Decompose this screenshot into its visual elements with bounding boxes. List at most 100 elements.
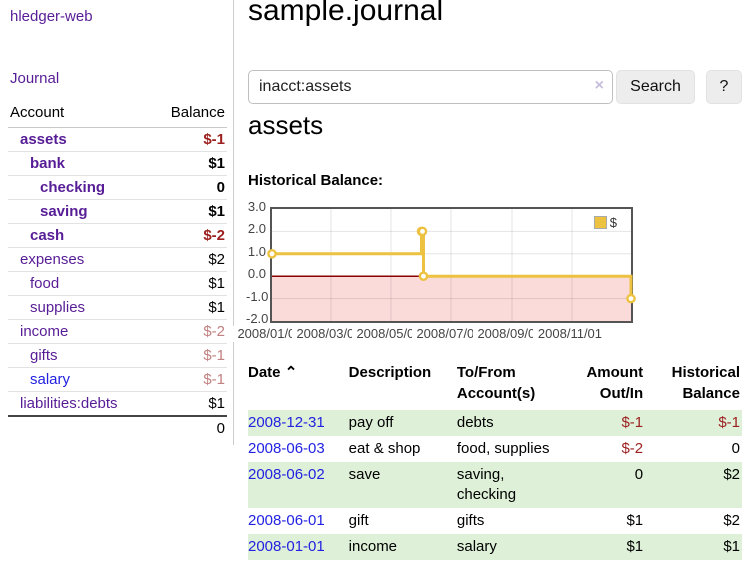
brand-link[interactable]: hledger-web — [10, 8, 93, 25]
register-cell-balance: 0 — [731, 440, 740, 457]
search-button[interactable]: Search — [616, 70, 695, 104]
x-axis-tick-label: 2008/03/01 — [292, 326, 366, 342]
sort-asc-icon: ⌃ — [284, 364, 298, 381]
account-link-saving[interactable]: saving — [40, 203, 88, 220]
account-row: bank $1 — [8, 151, 227, 176]
account-balance: $-1 — [151, 343, 227, 368]
y-axis-tick-label: 2.0 — [247, 221, 266, 237]
register-header-date[interactable]: Date ⌃ — [248, 364, 298, 381]
historical-balance-chart[interactable]: $ 3.0 2.0 1.0 0.0 -1.0 -2.0 2008/01/01 2008/03/… — [233, 199, 742, 350]
account-balance: $-1 — [151, 367, 227, 392]
x-axis-tick-label: 2008/05/01 — [352, 326, 426, 342]
account-link-assets[interactable]: assets — [20, 131, 67, 148]
account-link-salary[interactable]: salary — [30, 371, 71, 388]
register-header-amount: Amount Out/In — [586, 364, 644, 402]
chart-legend: $ — [593, 215, 617, 230]
register-cell-date: 2008-06-01 — [248, 508, 349, 534]
transaction-date-link[interactable]: 2008-01-01 — [248, 538, 325, 555]
account-balance: $2 — [151, 247, 227, 272]
register-cell-date: 2008-01-01 — [248, 534, 349, 560]
register-cell-description: gift — [348, 512, 369, 529]
y-axis-tick-label: 0.0 — [247, 266, 266, 282]
account-heading: assets — [248, 110, 324, 140]
register-header-description: Description — [348, 364, 432, 381]
account-row: liabilities:debts $1 — [8, 391, 227, 416]
register-table: Date ⌃ Description To/From Account(s) Am… — [248, 360, 742, 560]
accounts-total-row: 0 — [8, 415, 227, 440]
account-row: expenses $2 — [8, 247, 227, 272]
chart-canvas — [267, 209, 636, 321]
account-row: cash $-2 — [8, 223, 227, 248]
register-cell-description: eat & shop — [348, 440, 421, 457]
register-cell-balance: $2 — [723, 466, 740, 483]
account-balance: $-1 — [203, 131, 225, 148]
register-cell-description: pay off — [348, 414, 394, 431]
transaction-date-link[interactable]: 2008-12-31 — [248, 414, 325, 431]
register-cell-balance: $2 — [723, 512, 740, 529]
register-row[interactable]: 2008-06-02 save saving, checking 0 $2 — [248, 462, 742, 508]
register-header-balance: Historical Balance — [671, 364, 740, 402]
register-cell-date: 2008-06-02 — [248, 462, 349, 508]
register-row[interactable]: 2008-01-01 income salary $1 $1 — [248, 534, 742, 560]
register-cell-amount: $-1 — [621, 414, 644, 431]
x-axis-tick-label: 2008/07/01 — [412, 326, 486, 342]
account-link-expenses[interactable]: expenses — [20, 251, 85, 268]
legend-label: $ — [609, 215, 617, 230]
register-row[interactable]: 2008-06-01 gift gifts $1 $2 — [248, 508, 742, 534]
register-cell-balance: $-1 — [718, 414, 740, 431]
x-axis-tick-label: 2008/09/01 — [472, 326, 547, 342]
register-cell-amount: 0 — [634, 466, 644, 483]
account-row: supplies $1 — [8, 295, 227, 320]
y-axis-tick-label: -1.0 — [246, 288, 269, 304]
search-form: × Search ? — [248, 70, 742, 104]
register-cell-amount: $1 — [626, 538, 644, 555]
account-balance: $-2 — [151, 319, 227, 344]
account-link-bank[interactable]: bank — [30, 155, 66, 172]
y-axis-tick-label: 1.0 — [247, 243, 266, 259]
search-input[interactable] — [248, 70, 613, 104]
account-link-income[interactable]: income — [20, 323, 69, 340]
account-row: assets $-1 — [8, 128, 227, 152]
register-header-accounts: To/From Account(s) — [456, 364, 536, 402]
account-link-liabilities-debts[interactable]: liabilities:debts — [20, 395, 118, 412]
register-cell-accounts: food, supplies — [456, 440, 550, 457]
help-button[interactable]: ? — [706, 70, 742, 104]
account-link-cash[interactable]: cash — [30, 227, 65, 244]
chart-plot-area[interactable]: $ — [267, 207, 636, 323]
account-balance: 0 — [151, 175, 227, 200]
x-axis-tick-label: 2008/01/01 — [233, 326, 307, 342]
x-axis-tick-label: 2008/11/01 — [532, 326, 607, 342]
sidebar: hledger-web Journal Account Balance asse… — [0, 0, 234, 445]
account-row: salary $-1 — [8, 367, 227, 392]
register-cell-date: 2008-12-31 — [248, 410, 349, 436]
register-cell-amount: $1 — [626, 512, 644, 529]
register-cell-accounts: gifts — [456, 512, 485, 529]
account-row: income $-2 — [8, 319, 227, 344]
transaction-date-link[interactable]: 2008-06-03 — [248, 440, 325, 457]
register-cell-balance: $1 — [723, 538, 740, 555]
register-cell-amount: $-2 — [621, 440, 644, 457]
clear-icon[interactable]: × — [594, 77, 604, 94]
legend-swatch-icon — [593, 216, 607, 229]
account-row: gifts $-1 — [8, 343, 227, 368]
account-link-checking[interactable]: checking — [40, 179, 106, 196]
account-link-supplies[interactable]: supplies — [30, 299, 86, 316]
register-row[interactable]: 2008-12-31 pay off debts $-1 $-1 — [248, 410, 742, 436]
accounts-total-value: 0 — [151, 415, 227, 440]
account-balance: $1 — [151, 295, 227, 320]
sidebar-item-journal[interactable]: Journal — [10, 70, 60, 87]
register-cell-date: 2008-06-03 — [248, 436, 349, 462]
register-row[interactable]: 2008-06-03 eat & shop food, supplies $-2 0 — [248, 436, 742, 462]
transaction-date-link[interactable]: 2008-06-01 — [248, 512, 325, 529]
chart-title: Historical Balance: — [248, 172, 384, 189]
transaction-date-link[interactable]: 2008-06-02 — [248, 466, 325, 483]
account-row: food $1 — [8, 271, 227, 296]
account-link-food[interactable]: food — [30, 275, 60, 292]
account-balance: $-2 — [151, 223, 227, 248]
account-link-gifts[interactable]: gifts — [30, 347, 58, 364]
account-row: checking 0 — [8, 175, 227, 200]
register-cell-description: save — [348, 466, 381, 483]
accounts-header-account: Account — [8, 100, 151, 128]
account-balance: $1 — [151, 151, 227, 176]
account-balance: $1 — [151, 391, 227, 416]
